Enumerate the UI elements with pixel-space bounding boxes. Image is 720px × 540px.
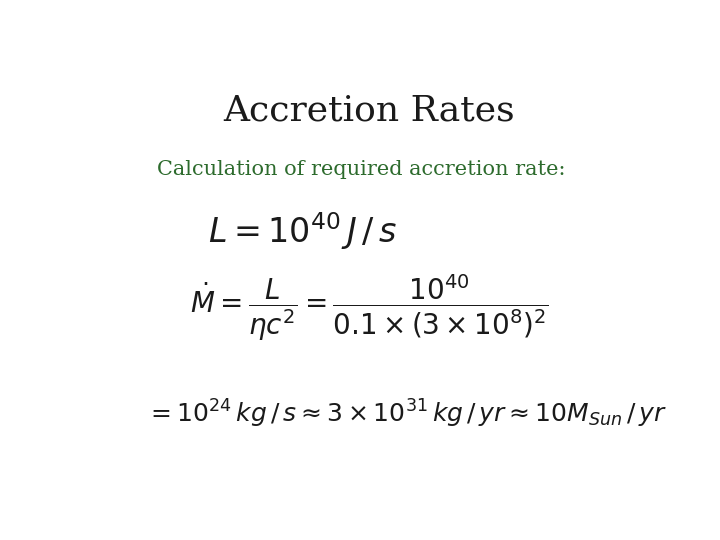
Text: Calculation of required accretion rate:: Calculation of required accretion rate: (157, 160, 565, 179)
Text: $L = 10^{40}\, J\,/\,s$: $L = 10^{40}\, J\,/\,s$ (207, 210, 397, 252)
Text: $\dot{M} = \dfrac{L}{\eta c^{2}} = \dfrac{10^{40}}{0.1\times\left(3\times10^{8}\: $\dot{M} = \dfrac{L}{\eta c^{2}} = \dfra… (189, 273, 549, 343)
Text: $= 10^{24}\,kg\,/\,s \approx 3\times10^{31}\,kg\,/\,yr \approx 10 M_{Sun}\,/\,yr: $= 10^{24}\,kg\,/\,s \approx 3\times10^{… (145, 397, 667, 430)
Text: Accretion Rates: Accretion Rates (223, 94, 515, 128)
